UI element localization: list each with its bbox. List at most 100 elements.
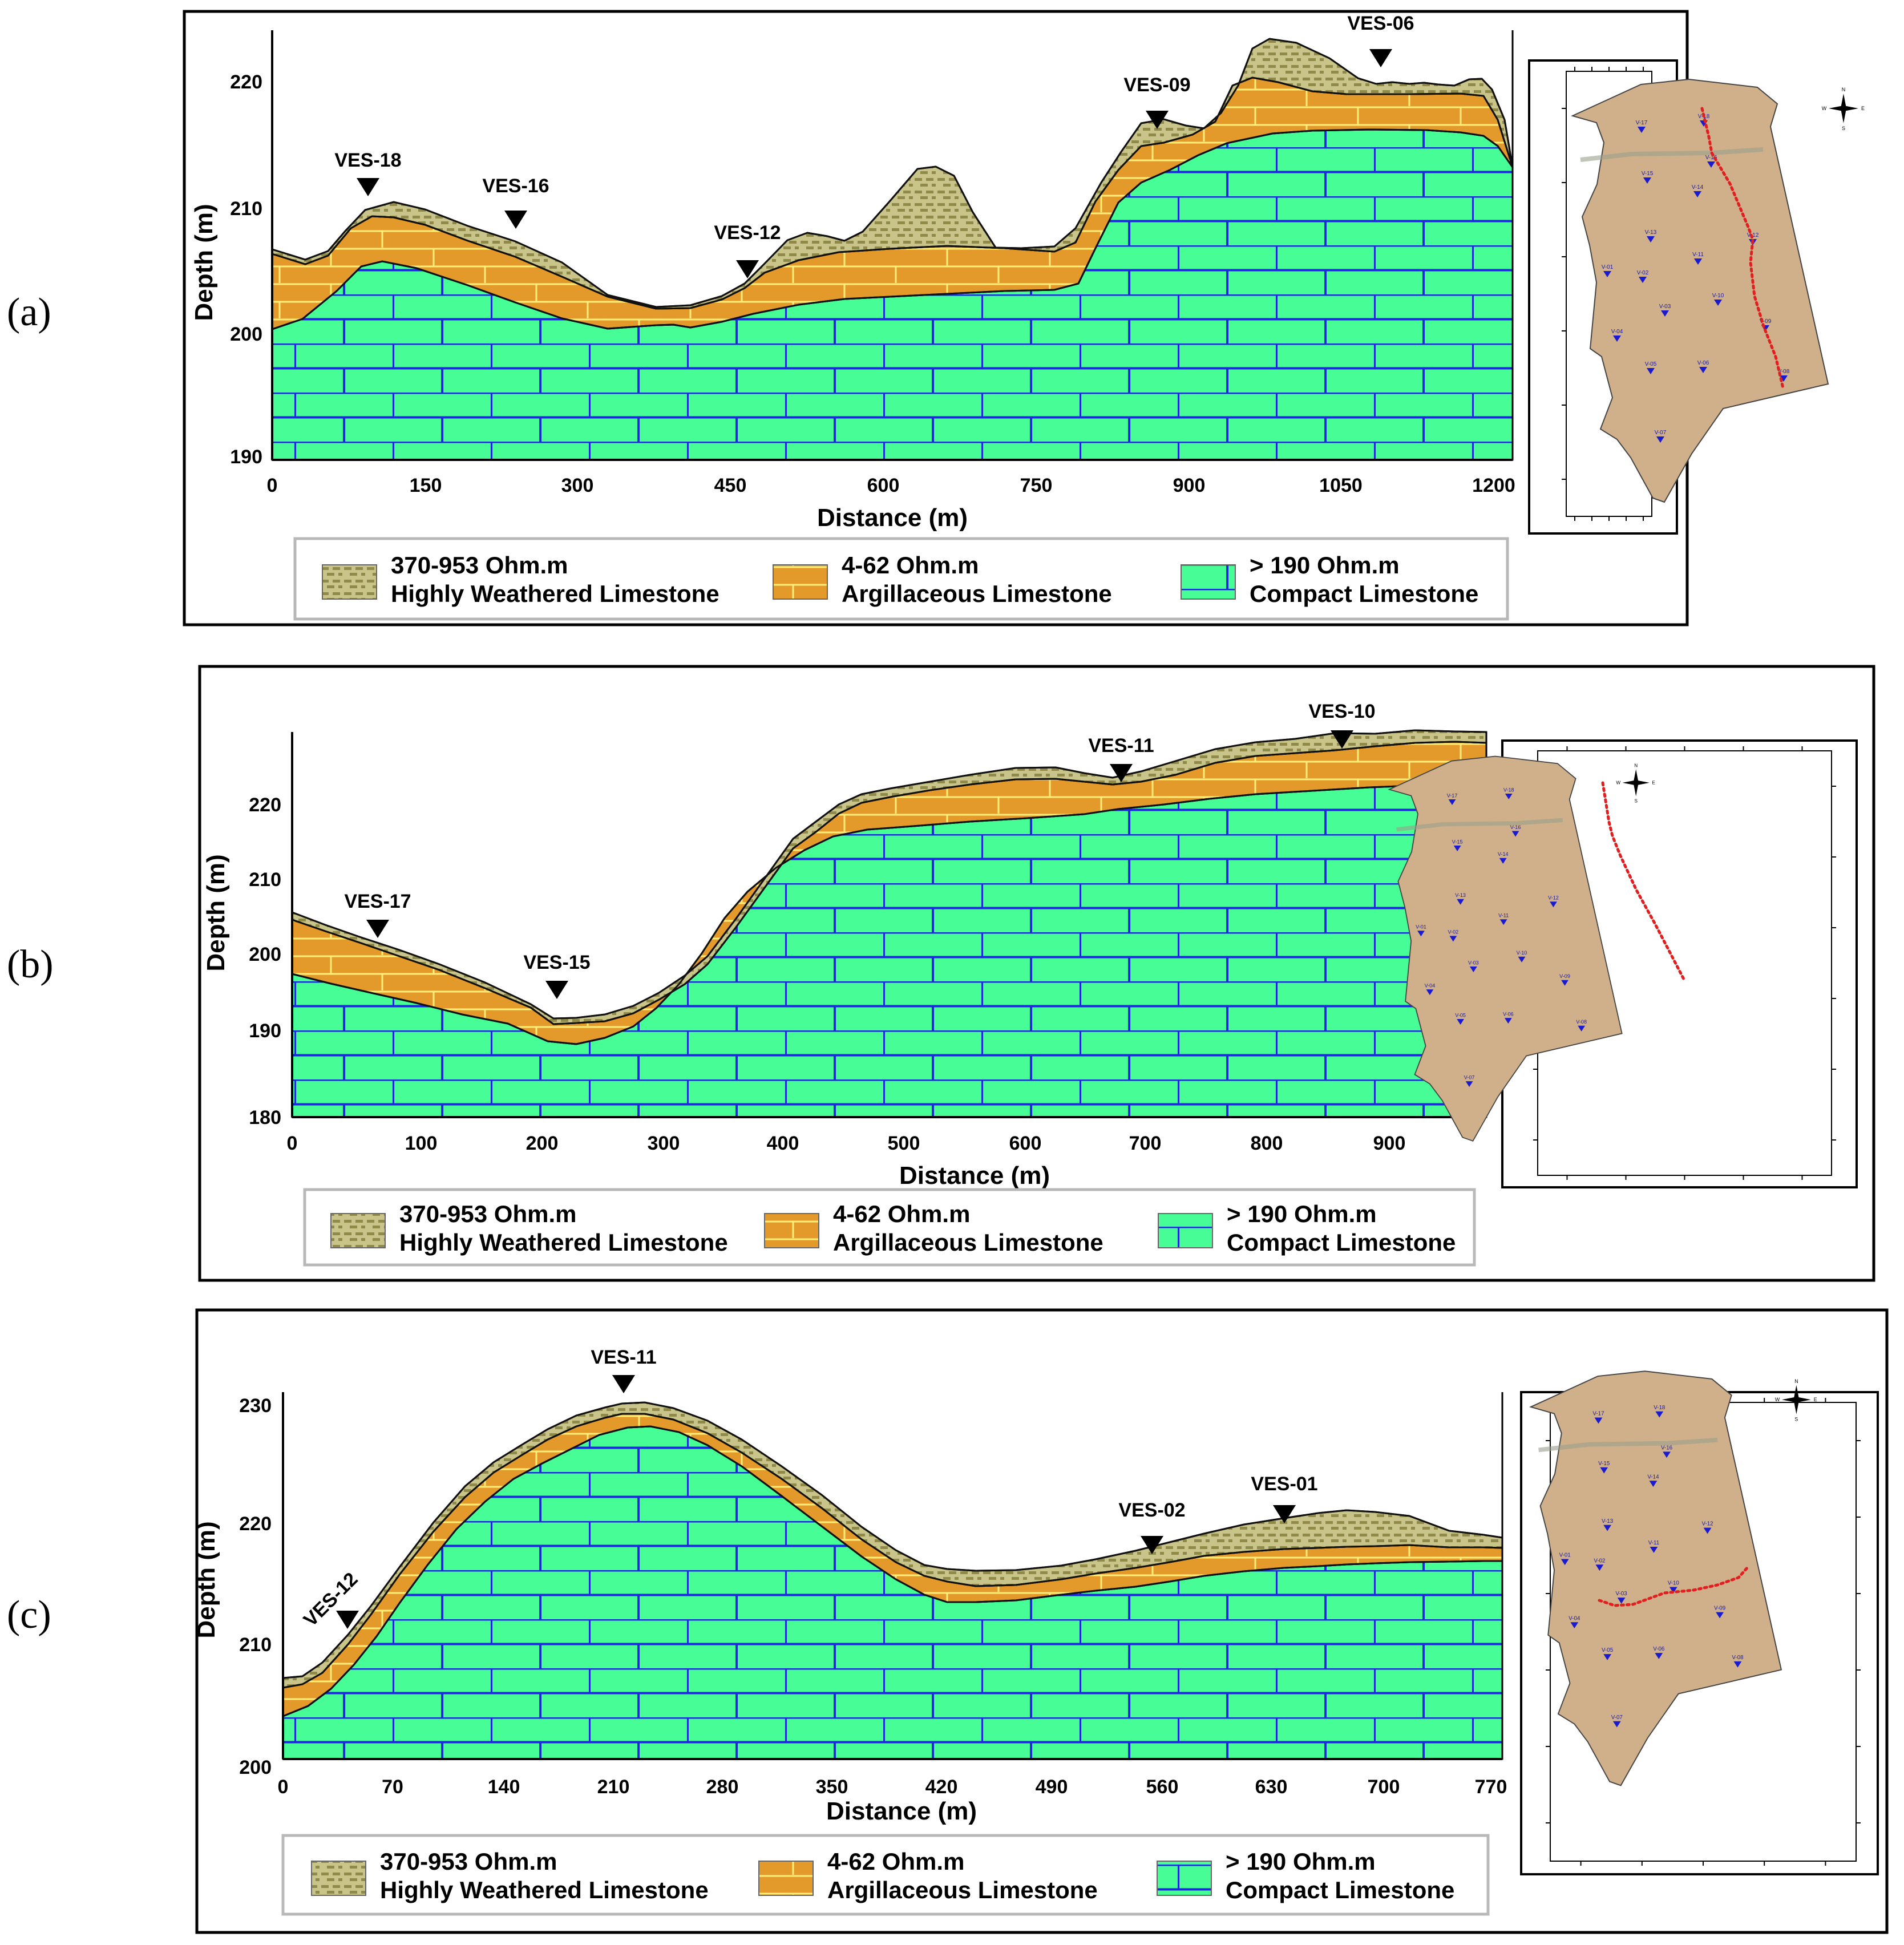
station-triangle-icon <box>1669 1587 1677 1594</box>
station-triangle-icon <box>1649 1481 1658 1487</box>
map-station: V-05 <box>1645 361 1657 374</box>
station-triangle-icon <box>1141 1536 1163 1554</box>
station-triangle-icon <box>1448 799 1456 806</box>
legend-name: Compact Limestone <box>1226 1877 1454 1903</box>
map-station: V-07 <box>1464 1075 1474 1087</box>
panel-label: (c) <box>7 1593 51 1637</box>
y-axis-title: Depth (m) <box>192 1521 220 1638</box>
station-triangle-icon <box>1703 1527 1712 1534</box>
location-inset-map: V-17 V-18 V-15 V-16 V-14 V-13 V-12 V-11 V-01 V-02… <box>1388 739 1858 1188</box>
location-inset-map: V-17 V-18 V-15 V-16 V-14 V-13 V-12 V-11 V-01 V-02… <box>1520 1370 1879 1875</box>
map-station: V-03 <box>1659 304 1671 317</box>
ves-station-label: VES-06 <box>1347 13 1414 34</box>
station-triangle-icon <box>1650 1546 1658 1553</box>
legend-swatch <box>322 564 377 600</box>
x-tick-label: 1200 <box>1472 475 1515 496</box>
ground-surface-line <box>282 1401 1503 1679</box>
map-station: V-12 <box>1548 895 1559 908</box>
x-tick-label: 200 <box>526 1133 559 1154</box>
ves-station-label: VES-11 <box>591 1346 656 1368</box>
map-station: V-17 <box>1447 792 1457 806</box>
y-tick-label: 200 <box>249 944 281 965</box>
map-station: V-15 <box>1642 171 1654 184</box>
map-station: V-14 <box>1692 184 1704 197</box>
station-triangle-icon <box>1518 956 1526 963</box>
map-station-label: V-10 <box>1517 950 1527 956</box>
x-tick-label: 300 <box>561 475 594 496</box>
compact-limestone-layer <box>282 1425 1503 1760</box>
map-station-label: V-15 <box>1642 171 1654 177</box>
station-triangle-icon <box>1110 764 1133 782</box>
map-station: V-03 <box>1468 960 1479 973</box>
map-station-label: V-06 <box>1653 1646 1665 1652</box>
compass-w: W <box>1616 781 1620 786</box>
ves-station-label: VES-11 <box>1088 735 1154 757</box>
x-tick-label: 210 <box>597 1776 630 1798</box>
ves-station-label: VES-18 <box>334 149 401 171</box>
panel-frame <box>198 665 1875 1282</box>
x-tick-label: 770 <box>1475 1776 1507 1798</box>
station-triangle-icon <box>612 1375 635 1393</box>
legend-swatch <box>773 564 828 600</box>
panel-c: (c) 0 70 140 210 280 350 420 490 560 630 700 770 230 2… <box>7 1308 1889 1934</box>
map-station: V-18 <box>1503 787 1514 800</box>
north-arrow-icon: N S E W <box>1616 763 1655 804</box>
station-triangle-icon <box>1417 931 1425 937</box>
map-station: V-11 <box>1648 1540 1659 1553</box>
y-axis-title: Depth (m) <box>190 204 218 321</box>
road <box>1396 818 1563 832</box>
map-station: V-10 <box>1517 950 1527 963</box>
map-station-label: V-10 <box>1668 1580 1680 1587</box>
map-station: V-08 <box>1732 1655 1744 1668</box>
legend-range: 370-953 Ohm.m <box>399 1200 577 1227</box>
y-tick-label: 210 <box>249 869 281 891</box>
map-station: V-05 <box>1602 1647 1614 1660</box>
station-triangle-icon <box>1453 846 1461 852</box>
ves-station-label: VES-17 <box>344 891 411 912</box>
map-station: V-12 <box>1701 1521 1713 1534</box>
ground-surface-line <box>292 729 1487 1020</box>
map-station: V-09 <box>1559 973 1570 986</box>
map-station: V-02 <box>1594 1558 1605 1571</box>
legend-range: > 190 Ohm.m <box>1226 1848 1376 1875</box>
study-area-shape <box>1388 755 1623 1142</box>
compass-n: N <box>1794 1378 1798 1384</box>
y-tick-label: 210 <box>230 198 262 220</box>
station-triangle-icon <box>1707 161 1715 168</box>
station-triangle-icon <box>1647 236 1655 242</box>
station-triangle-icon <box>1273 1505 1296 1523</box>
map-station: V-02 <box>1448 929 1458 942</box>
x-tick-label: 350 <box>816 1776 848 1798</box>
station-triangle-icon <box>1470 967 1477 973</box>
y-tick-label: 200 <box>230 324 262 345</box>
station-triangle-icon <box>1449 936 1457 942</box>
ves-station-marker: VES-12 <box>300 1568 362 1631</box>
map-station-label: V-03 <box>1659 304 1671 310</box>
x-tick-label: 420 <box>925 1776 958 1798</box>
map-station-label: V-12 <box>1701 1521 1713 1527</box>
map-station-label: V-12 <box>1548 895 1559 901</box>
map-station: V-04 <box>1569 1615 1580 1629</box>
map-station: V-06 <box>1503 1011 1514 1024</box>
map-station-label: V-04 <box>1425 982 1436 988</box>
map-station-label: V-05 <box>1455 1012 1466 1018</box>
station-triangle-icon <box>1561 1559 1569 1566</box>
y-axis-title: Depth (m) <box>202 854 230 971</box>
compass-s: S <box>1794 1416 1798 1422</box>
ves-station-marker: VES-16 <box>482 175 549 229</box>
ves-station-label: VES-09 <box>1123 74 1190 96</box>
map-station: V-16 <box>1705 155 1717 168</box>
station-triangle-icon <box>1570 1622 1579 1629</box>
station-triangle-icon <box>1331 730 1353 749</box>
legend-frame <box>303 1188 1476 1267</box>
station-triangle-icon <box>736 260 759 278</box>
ves-station-marker: VES-11 <box>1088 735 1154 782</box>
map-station: V-14 <box>1498 851 1509 864</box>
map-station-label: V-01 <box>1602 264 1614 270</box>
north-arrow-icon: N S E W <box>1822 87 1865 131</box>
legend-swatch <box>1181 564 1236 600</box>
study-area-shape <box>1529 1370 1782 1786</box>
map-station: V-03 <box>1616 1591 1627 1604</box>
station-triangle-icon <box>1603 1654 1611 1660</box>
